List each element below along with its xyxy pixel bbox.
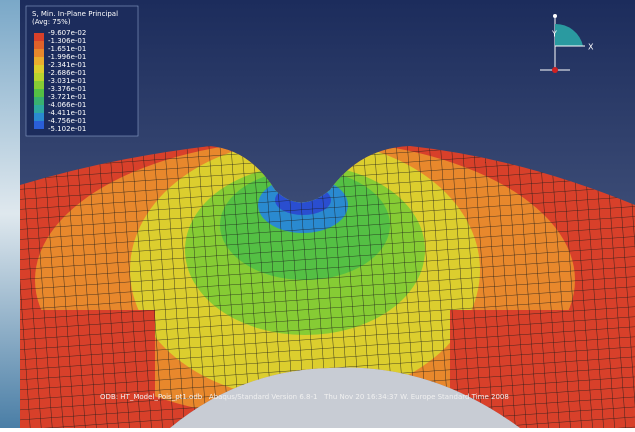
legend-value: -1.996e-01 [48,53,86,61]
rigid-surface [170,367,520,428]
legend-title: S, Min. In-Plane Principal [32,10,118,18]
legend-box [25,5,139,137]
legend-swatch [34,65,44,73]
legend-swatch [34,113,44,121]
legend-swatch [34,73,44,81]
legend-swatch [34,33,44,41]
legend-swatch [34,49,44,57]
legend-swatch [34,57,44,65]
legend-value: -4.411e-01 [48,109,86,117]
legend-value: -1.651e-01 [48,45,86,53]
legend-value: -4.756e-01 [48,117,86,125]
legend-value: -3.376e-01 [48,85,86,93]
legend-value: -5.102e-01 [48,125,86,133]
triad-y-label: Y [551,30,557,39]
triad: Y X [540,14,594,73]
footer-info: ODB: HT_Model_Pois_pt1.odb Abaqus/Standa… [100,393,509,401]
legend-value: -3.031e-01 [48,77,86,85]
legend-swatch [34,81,44,89]
legend-value: -2.686e-01 [48,69,86,77]
legend-swatch [34,41,44,49]
legend-swatch [34,89,44,97]
legend-value: -4.066e-01 [48,101,86,109]
legend-value: -2.341e-01 [48,61,86,69]
legend-value: -9.607e-02 [48,29,86,37]
legend-subtitle: (Avg: 75%) [32,18,71,26]
mesh-body [20,146,635,428]
legend: -9.607e-02-1.306e-01-1.651e-01-1.996e-01… [34,29,86,133]
side-photo [0,0,20,428]
legend-swatch [34,121,44,129]
legend-value: -1.306e-01 [48,37,86,45]
legend-value: -3.721e-01 [48,93,86,101]
triad-x-label: X [588,43,594,52]
legend-swatch [34,97,44,105]
legend-swatch [34,105,44,113]
